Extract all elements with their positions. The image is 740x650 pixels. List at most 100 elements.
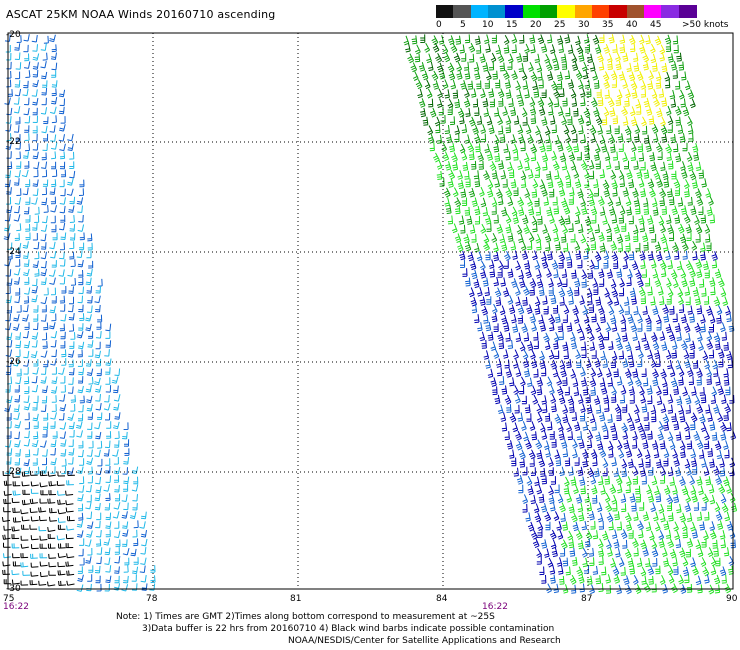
wind-barb [77,349,83,358]
wind-barb [619,287,625,297]
wind-barb [624,160,629,170]
wind-barb [470,88,477,98]
wind-barb [574,206,581,217]
wind-barb [30,535,39,541]
wind-barb [113,385,119,394]
wind-barb [700,394,707,404]
wind-barb [41,242,47,250]
wind-barb [477,322,483,332]
wind-barb [628,530,634,539]
legend-label-15: 15 [506,20,518,30]
wind-barb [23,44,29,53]
wind-barb [618,214,625,224]
wind-barb [31,197,38,205]
wind-barb [114,412,121,420]
wind-barb [40,350,48,358]
wind-barb [698,485,704,496]
wind-barb [476,115,483,125]
wind-barb [596,367,603,378]
wind-barb [637,520,644,531]
wind-barb [40,572,48,578]
wind-barb [6,457,12,465]
wind-barb [512,143,519,154]
wind-barb [505,332,511,342]
wind-barb [104,440,111,449]
wind-barb [561,61,568,70]
wind-barb [634,133,640,143]
wind-barb [528,169,534,179]
wind-barb [662,377,668,388]
wind-barb [580,160,588,170]
wind-barb [667,53,674,63]
wind-barb [681,71,687,81]
wind-barb [654,485,660,496]
wind-barb [714,440,722,451]
wind-barb [669,305,675,315]
wind-barb [515,332,522,342]
wind-barb [575,35,581,46]
wind-barb [603,331,610,341]
wind-barb [529,286,535,296]
wind-barb [16,223,22,232]
wind-barb [59,151,66,160]
wind-barb [611,394,617,403]
wind-barb [550,115,556,125]
wind-barb [131,574,137,582]
wind-barb [610,143,616,153]
wind-barb [87,242,93,251]
wind-barb [532,223,538,233]
wind-barb [444,197,450,207]
wind-barb [114,431,120,439]
wind-barb [576,566,584,577]
wind-barb [651,475,658,486]
wind-barb [508,304,516,315]
wind-barb [578,439,585,449]
wind-barb [106,431,112,439]
wind-barb [558,251,566,262]
wind-barb [67,269,74,277]
wind-barb [104,557,111,565]
wind-barb [634,584,642,595]
wind-barb [541,574,547,584]
wind-barb [720,287,727,297]
wind-barb [541,259,549,269]
wind-barb [658,215,665,226]
wind-barb [520,170,527,181]
wind-barb [527,485,534,495]
wind-barb [70,403,76,412]
wind-barb [32,44,38,52]
wind-barb [643,197,649,207]
wind-barb [468,151,475,161]
wind-barb [565,107,571,117]
wind-barb [693,502,699,511]
wind-barb [590,367,597,378]
wind-barb [13,214,21,222]
wind-barb [105,529,111,538]
wind-barb [564,33,571,44]
wind-barb [564,70,571,80]
wind-barb [14,457,21,466]
wind-barb [503,44,510,54]
wind-barb [613,296,620,306]
wind-barb [449,116,456,126]
wind-barb [32,179,39,187]
wind-barb [529,313,536,323]
wind-barb [633,197,640,207]
wind-barb [716,314,722,324]
wind-barb [681,521,688,532]
wind-barb [513,358,519,369]
wind-barb [550,393,557,404]
wind-barb [704,269,710,279]
wind-barb [547,251,553,261]
wind-barb [695,575,702,586]
wind-barb [673,385,679,395]
wind-barb [569,187,575,197]
wind-barb [58,412,65,421]
wind-barb [580,97,586,107]
wind-barb [643,97,650,108]
wind-barb [60,169,67,178]
wind-barb [68,439,74,447]
lon-label-78: 78 [146,594,158,604]
wind-barb [591,313,597,323]
wind-barb [435,124,441,134]
